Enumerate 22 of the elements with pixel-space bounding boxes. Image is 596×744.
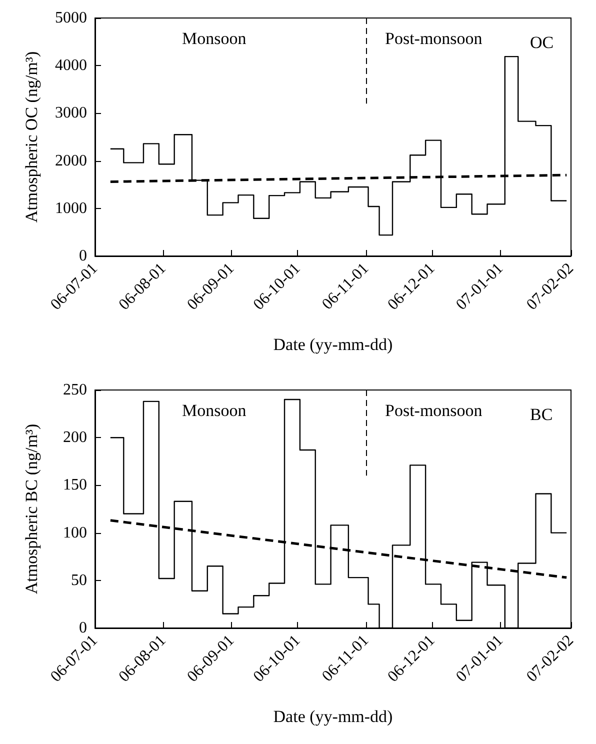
- x-axis-title: Date (yy-mm-dd): [273, 335, 393, 354]
- x-axis-title: Date (yy-mm-dd): [273, 707, 393, 726]
- y-axis-title: Atmospheric BC (ng/m³): [22, 424, 41, 594]
- y-tick-label: 100: [63, 524, 87, 542]
- annotation: Monsoon: [182, 401, 247, 420]
- y-tick-label: 0: [79, 248, 87, 264]
- annotation: Monsoon: [182, 29, 247, 48]
- y-axis-title: Atmospheric OC (ng/m³): [22, 51, 41, 223]
- y-tick-label: 150: [63, 476, 87, 494]
- annotation: BC: [530, 405, 553, 424]
- y-tick-label: 5000: [55, 10, 87, 26]
- y-tick-label: 200: [63, 429, 87, 446]
- y-tick-label: 2000: [55, 152, 87, 170]
- y-tick-label: 3000: [55, 104, 87, 122]
- annotation: OC: [530, 33, 554, 52]
- y-tick-label: 4000: [55, 57, 87, 74]
- y-tick-label: 0: [79, 620, 87, 636]
- annotation: Post-monsoon: [385, 29, 483, 48]
- y-tick-label: 250: [63, 382, 87, 398]
- y-tick-label: 1000: [55, 200, 87, 217]
- annotation: Post-monsoon: [385, 401, 483, 420]
- y-tick-label: 50: [71, 572, 87, 589]
